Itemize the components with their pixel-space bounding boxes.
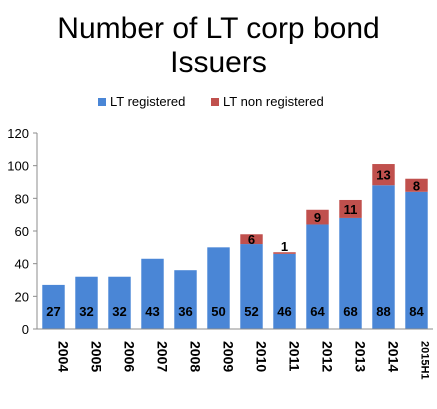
data-label: 43 xyxy=(145,304,159,319)
data-label: 52 xyxy=(244,304,258,319)
bar-lt-registered xyxy=(207,247,230,329)
x-tick-label: 2014 xyxy=(386,341,402,372)
legend-label-lt-registered: LT registered xyxy=(110,94,186,109)
x-tick-label: 2012 xyxy=(320,341,336,372)
x-tick-label: 2007 xyxy=(155,341,171,372)
bar-lt-non-registered xyxy=(273,252,296,254)
bar-lt-registered xyxy=(306,224,329,329)
data-label: 9 xyxy=(314,210,321,225)
bar-lt-non-registered xyxy=(339,199,362,218)
data-label: 1 xyxy=(281,239,288,254)
data-label: 13 xyxy=(376,168,390,183)
x-tick-label: 2015H1 xyxy=(419,341,431,380)
y-tick-label: 120 xyxy=(7,126,29,141)
y-tick-label: 100 xyxy=(7,159,29,174)
chart-title-line-2: Issuers xyxy=(170,46,267,79)
bar-lt-registered xyxy=(273,253,296,329)
bar-lt-registered xyxy=(174,270,197,329)
data-label: 32 xyxy=(79,304,93,319)
bar-lt-non-registered xyxy=(372,164,395,186)
bar-lt-non-registered xyxy=(405,178,428,192)
x-tick-label: 2013 xyxy=(353,341,369,372)
bar-lt-non-registered xyxy=(306,209,329,225)
chart-title-line-1: Number of LT corp bond xyxy=(57,12,380,45)
bar-lt-registered xyxy=(42,284,65,329)
data-label: 50 xyxy=(211,304,225,319)
data-label: 32 xyxy=(112,304,126,319)
legend-item-lt-non-registered: LT non registered xyxy=(211,94,324,109)
data-label: 8 xyxy=(413,178,420,193)
x-tick-label: 2009 xyxy=(221,341,237,372)
legend-item-lt-registered: LT registered xyxy=(98,94,185,109)
y-tick-label: 80 xyxy=(15,191,29,206)
legend-swatch-lt-non-registered xyxy=(211,98,220,106)
bar-lt-registered xyxy=(75,276,98,329)
y-tick-label: 60 xyxy=(15,224,29,239)
data-label: 11 xyxy=(344,202,358,217)
bar-lt-registered xyxy=(240,244,263,329)
bar-lt-registered xyxy=(339,217,362,329)
y-tick-label: 0 xyxy=(22,322,29,337)
y-tick-label: 40 xyxy=(15,257,29,272)
bar-lt-non-registered xyxy=(240,234,263,245)
bar-lt-registered xyxy=(372,185,395,329)
x-tick-label: 2006 xyxy=(122,341,138,372)
legend-label-lt-non-registered: LT non registered xyxy=(223,94,324,109)
bar-lt-registered xyxy=(141,258,164,329)
legend-swatch-lt-registered xyxy=(98,98,106,106)
legend: LT registered LT non registered xyxy=(98,94,346,109)
data-label: 64 xyxy=(310,304,325,319)
data-label: 46 xyxy=(277,304,291,319)
chart-title: Number of LT corp bond Issuers xyxy=(0,12,437,80)
data-label: 68 xyxy=(343,304,357,319)
data-label: 27 xyxy=(46,304,60,319)
x-tick-label: 2011 xyxy=(287,341,303,372)
x-tick-label: 2005 xyxy=(89,341,105,372)
data-label: 84 xyxy=(409,304,424,319)
data-label: 36 xyxy=(178,304,192,319)
y-tick-label: 20 xyxy=(15,289,29,304)
x-tick-label: 2008 xyxy=(188,341,204,372)
bar-lt-registered xyxy=(108,276,131,329)
bar-lt-registered xyxy=(405,191,428,329)
data-label: 6 xyxy=(248,232,255,247)
x-tick-label: 2004 xyxy=(56,341,72,372)
data-label: 88 xyxy=(376,304,390,319)
x-tick-label: 2010 xyxy=(254,341,270,372)
